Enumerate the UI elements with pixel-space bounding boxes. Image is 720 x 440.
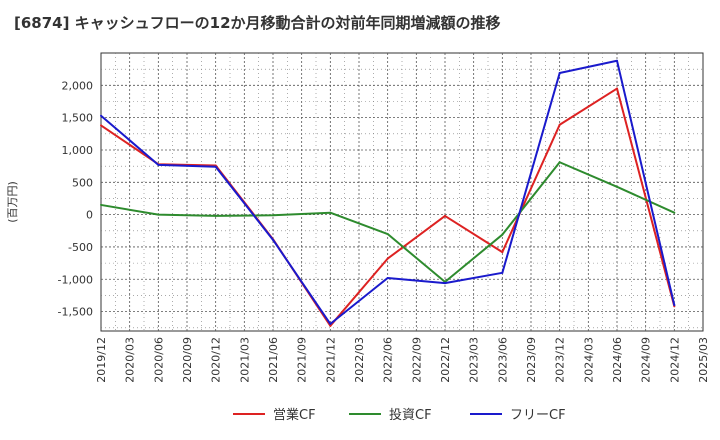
series-point-3 bbox=[386, 276, 389, 279]
series-point-3 bbox=[558, 72, 561, 75]
plot-frame bbox=[100, 52, 704, 332]
x-tick-label: 2022/12 bbox=[439, 337, 452, 383]
legend-layer: 営業CF 投資CF フリーCF bbox=[233, 407, 566, 423]
series-point-3 bbox=[272, 238, 274, 241]
series-point-1 bbox=[329, 324, 332, 327]
series-point-1 bbox=[444, 214, 446, 217]
x-tick-label: 2023/03 bbox=[468, 337, 481, 383]
axis-layer: -1,500 -1,000 -500 0 500 1,000 1,500 2,000 2019/… bbox=[58, 79, 710, 382]
series-point-2 bbox=[329, 211, 332, 214]
series-point-3 bbox=[214, 165, 217, 168]
series-point-2 bbox=[272, 214, 274, 217]
series-point-2 bbox=[501, 233, 504, 236]
y-tick-label: 1,000 bbox=[62, 144, 94, 157]
y-axis-label: (百万円) bbox=[6, 181, 19, 223]
series-point-1 bbox=[616, 87, 618, 90]
series-point-3 bbox=[329, 322, 332, 325]
x-tick-label: 2020/06 bbox=[152, 337, 165, 383]
x-tick-label: 2021/12 bbox=[324, 337, 337, 383]
y-tick-label: 500 bbox=[72, 176, 93, 189]
x-tick-label: 2022/06 bbox=[382, 337, 395, 383]
x-tick-label: 2021/06 bbox=[267, 337, 280, 383]
x-tick-label: 2022/09 bbox=[410, 337, 423, 383]
series-point-1 bbox=[100, 124, 102, 127]
series-point-2 bbox=[157, 213, 160, 216]
series-point-3 bbox=[673, 304, 676, 307]
series-point-1 bbox=[558, 123, 561, 126]
x-tick-label: 2024/06 bbox=[611, 337, 624, 383]
series-point-3 bbox=[157, 163, 160, 166]
series-layer bbox=[100, 59, 676, 327]
y-tick-label: 2,000 bbox=[62, 79, 94, 92]
y-tick-label: 1,500 bbox=[62, 112, 94, 125]
series-point-1 bbox=[386, 257, 389, 260]
x-tick-label: 2024/09 bbox=[640, 337, 653, 383]
x-tick-label: 2019/12 bbox=[95, 337, 108, 383]
x-tick-label: 2023/09 bbox=[525, 337, 538, 383]
series-point-2 bbox=[214, 214, 217, 217]
series-point-3 bbox=[616, 59, 618, 62]
series-point-1 bbox=[501, 251, 504, 254]
x-tick-label: 2025/03 bbox=[697, 337, 710, 383]
x-tick-label: 2020/03 bbox=[124, 337, 137, 383]
x-tick-label: 2024/03 bbox=[582, 337, 595, 383]
y-tick-label: 0 bbox=[86, 209, 93, 222]
series-point-2 bbox=[558, 161, 561, 164]
chart-title: [6874] キャッシュフローの12か月移動合計の対前年同期増減額の推移 bbox=[14, 14, 501, 32]
series-point-2 bbox=[386, 233, 389, 236]
x-tick-label: 2023/12 bbox=[554, 337, 567, 383]
grid-layer bbox=[100, 52, 704, 332]
legend-label-2: 投資CF bbox=[389, 407, 432, 423]
legend-label-3: フリーCF bbox=[510, 408, 566, 423]
y-tick-label: -500 bbox=[68, 241, 93, 254]
series-point-3 bbox=[501, 271, 504, 274]
legend-label-1: 営業CF bbox=[273, 407, 316, 423]
x-tick-label: 2023/06 bbox=[496, 337, 509, 383]
x-tick-label: 2020/09 bbox=[181, 337, 194, 383]
x-tick-label: 2022/03 bbox=[353, 337, 366, 383]
x-tick-label: 2021/03 bbox=[238, 337, 251, 383]
x-tick-label: 2024/12 bbox=[668, 337, 681, 383]
y-tick-label: -1,000 bbox=[58, 273, 93, 286]
series-point-3 bbox=[444, 282, 446, 285]
series-point-2 bbox=[100, 203, 102, 206]
series-point-2 bbox=[616, 185, 618, 188]
series-point-2 bbox=[673, 211, 676, 214]
x-tick-label: 2020/12 bbox=[210, 337, 223, 383]
series-point-3 bbox=[100, 114, 102, 117]
x-tick-label: 2021/09 bbox=[296, 337, 309, 383]
y-tick-label: -1,500 bbox=[58, 306, 93, 319]
